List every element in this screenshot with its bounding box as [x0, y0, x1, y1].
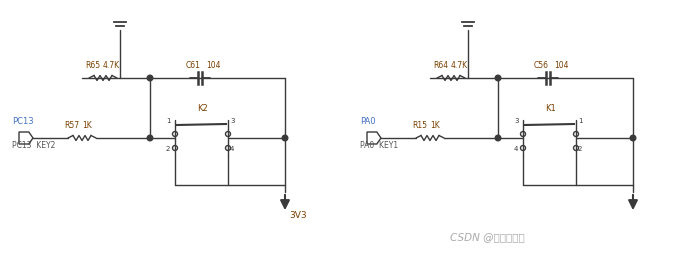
Text: 104: 104 — [554, 61, 569, 70]
Text: PA0: PA0 — [360, 117, 376, 126]
Circle shape — [147, 75, 153, 81]
Text: 1K: 1K — [430, 121, 440, 130]
Text: 4: 4 — [514, 146, 519, 152]
Text: 3V3: 3V3 — [289, 211, 307, 220]
Circle shape — [495, 135, 501, 141]
Text: R15: R15 — [412, 121, 427, 130]
Text: 4.7K: 4.7K — [451, 61, 468, 70]
Text: R65: R65 — [85, 61, 100, 70]
Text: 2: 2 — [166, 146, 171, 152]
Text: PC13  KEY2: PC13 KEY2 — [12, 141, 56, 150]
Text: C61: C61 — [186, 61, 201, 70]
Text: K2: K2 — [198, 104, 209, 113]
Circle shape — [282, 135, 288, 141]
Circle shape — [630, 135, 636, 141]
Text: C56: C56 — [534, 61, 549, 70]
Text: K1: K1 — [546, 104, 556, 113]
Circle shape — [147, 135, 153, 141]
Text: 104: 104 — [206, 61, 221, 70]
Text: R64: R64 — [433, 61, 448, 70]
Text: 2: 2 — [578, 146, 582, 152]
Circle shape — [495, 75, 501, 81]
Text: 3: 3 — [230, 118, 234, 124]
Text: 1: 1 — [166, 118, 171, 124]
Text: PC13: PC13 — [12, 117, 34, 126]
Text: 1K: 1K — [82, 121, 92, 130]
Text: 1: 1 — [578, 118, 582, 124]
Text: PA0  KEY1: PA0 KEY1 — [360, 141, 398, 150]
Text: 4.7K: 4.7K — [103, 61, 120, 70]
Text: CSDN @哟诗六千墨: CSDN @哟诗六千墨 — [450, 232, 525, 242]
Text: 3: 3 — [514, 118, 519, 124]
Text: R57: R57 — [64, 121, 79, 130]
Text: 4: 4 — [230, 146, 234, 152]
